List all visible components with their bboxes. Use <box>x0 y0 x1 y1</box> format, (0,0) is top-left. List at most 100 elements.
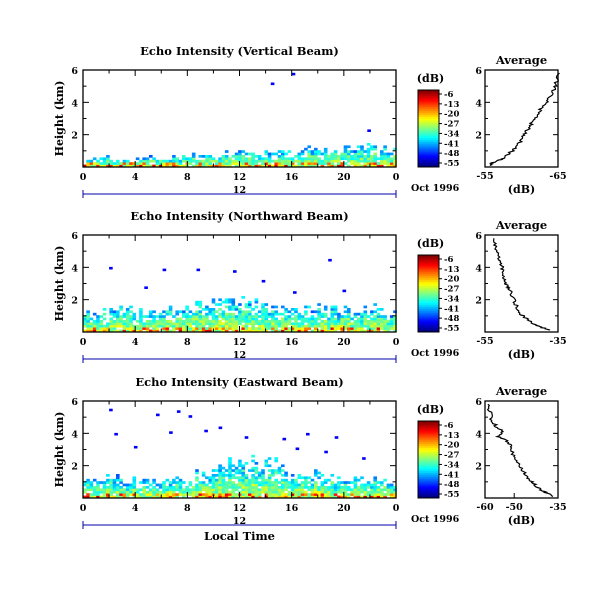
echo-cell <box>195 310 199 314</box>
echo-cell <box>327 157 331 161</box>
echo-cell <box>211 315 216 318</box>
echo-speck <box>188 415 193 418</box>
echo-cell <box>175 493 179 496</box>
echo-cell <box>201 308 206 311</box>
echo-cell <box>241 164 245 168</box>
echo-cell <box>366 159 371 163</box>
colorbar-tick-label: -20 <box>444 110 459 120</box>
echo-cell <box>112 324 117 328</box>
echo-cell <box>337 315 341 318</box>
echo-cell <box>172 481 176 484</box>
colorbar-tick-label: -6 <box>444 255 454 265</box>
echo-cell <box>244 486 249 489</box>
echo-cell <box>376 322 381 326</box>
echo-cell <box>248 469 252 472</box>
echo-cell <box>149 493 153 496</box>
echo-cell <box>125 164 130 168</box>
echo-cell <box>254 481 259 484</box>
echo-cell <box>261 476 265 480</box>
echo-cell <box>228 466 232 470</box>
y-tick-label: 4 <box>71 263 78 274</box>
echo-cell <box>195 300 199 304</box>
echo-speck <box>293 291 297 294</box>
echo-cell <box>86 164 90 168</box>
echo-cell <box>231 155 236 158</box>
echo-cell <box>92 486 97 489</box>
echo-cell <box>271 305 275 309</box>
echo-cell <box>281 152 285 156</box>
echo-cell <box>218 469 222 472</box>
echo-cell <box>380 150 384 153</box>
echo-cell <box>158 320 163 323</box>
echo-cell <box>238 486 242 489</box>
echo-cell <box>393 315 397 318</box>
echo-cell <box>274 483 278 487</box>
echo-cell <box>244 162 249 165</box>
echo-cell <box>251 469 255 472</box>
echo-cell <box>261 329 265 333</box>
echo-cell <box>267 476 272 480</box>
x-tick-label: 0 <box>393 172 400 183</box>
echo-cell <box>347 150 351 153</box>
echo-cell <box>215 310 219 314</box>
echo-cell <box>89 481 94 484</box>
echo-cell <box>215 317 219 321</box>
echo-cell <box>83 483 87 487</box>
echo-cell <box>172 315 176 318</box>
echo-cell <box>264 483 269 487</box>
echo-cell <box>320 164 325 168</box>
colorbar-tick-label: -55 <box>444 490 459 500</box>
echo-cell <box>376 157 381 161</box>
echo-cell <box>353 476 358 480</box>
echo-cell <box>353 481 358 484</box>
echo-cell <box>198 322 203 326</box>
echo-cell <box>370 310 374 314</box>
echo-cell <box>281 488 285 492</box>
echo-cell <box>264 320 269 323</box>
echo-cell <box>300 162 305 165</box>
echo-cell <box>142 164 146 168</box>
echo-cell <box>238 315 242 318</box>
echo-cell <box>281 490 285 494</box>
echo-cell <box>109 310 113 314</box>
echo-cell <box>353 493 358 496</box>
echo-cell <box>86 495 90 499</box>
echo-cell <box>211 312 216 316</box>
echo-cell <box>175 324 179 328</box>
echo-cell <box>271 164 275 168</box>
echo-cell <box>330 493 335 496</box>
date-label: 12 <box>233 516 246 527</box>
echo-cell <box>205 305 209 309</box>
echo-cell <box>251 315 255 318</box>
echo-cell <box>386 320 391 323</box>
echo-cell <box>188 329 193 333</box>
echo-cell <box>284 310 288 314</box>
echo-cell <box>191 164 196 168</box>
echo-cell <box>261 159 265 163</box>
echo-cell <box>386 162 391 165</box>
echo-cell <box>102 327 107 330</box>
echo-cell <box>290 483 295 487</box>
echo-cell <box>251 495 255 499</box>
echo-cell <box>102 490 107 494</box>
echo-cell <box>238 464 242 468</box>
echo-cell <box>370 155 374 158</box>
echo-cell <box>221 474 226 477</box>
echo-cell <box>389 322 394 326</box>
echo-cell <box>360 329 364 333</box>
echo-cell <box>350 317 354 321</box>
echo-cell <box>393 322 397 326</box>
echo-cell <box>92 164 97 168</box>
colorbar-band <box>418 109 439 112</box>
colorbar-band <box>418 97 439 101</box>
echo-cell <box>244 327 249 330</box>
echo-cell <box>208 486 212 489</box>
echo-cell <box>366 493 371 496</box>
echo-cell <box>221 478 226 482</box>
echo-cell <box>320 481 325 484</box>
echo-cell <box>337 164 341 168</box>
echo-cell <box>228 483 232 487</box>
echo-cell <box>290 308 295 311</box>
echo-cell <box>320 315 325 318</box>
echo-cell <box>343 493 348 496</box>
